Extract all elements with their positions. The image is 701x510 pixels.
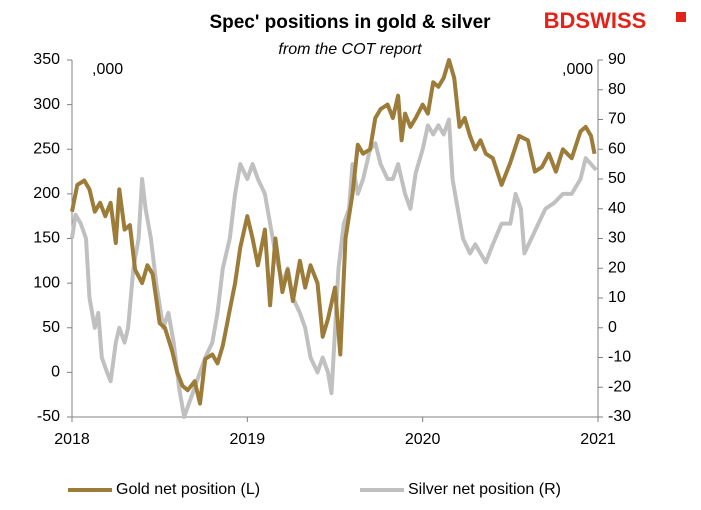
y-tick-label: 0 — [51, 364, 60, 381]
y2-tick-label: 0 — [608, 319, 617, 336]
y2-tick-label: -20 — [608, 378, 631, 395]
y2-tick-label: 20 — [608, 259, 626, 276]
legend-label: Silver net position (R) — [408, 481, 561, 498]
y-tick-label: 50 — [42, 319, 60, 336]
y2-tick-label: 10 — [608, 289, 626, 306]
right-unit: ,000 — [562, 61, 593, 78]
series-line — [70, 117, 598, 419]
x-tick-label: 2018 — [54, 431, 90, 448]
y2-tick-label: -30 — [608, 408, 631, 425]
chart-subtitle: from the COT report — [278, 41, 422, 58]
x-tick-label: 2019 — [230, 431, 266, 448]
x-tick-label: 2021 — [580, 431, 616, 448]
logo-icon — [676, 12, 686, 22]
y2-tick-label: 80 — [608, 81, 626, 98]
y-tick-label: 300 — [33, 96, 60, 113]
left-unit: ,000 — [92, 61, 123, 78]
y-tick-label: 100 — [33, 274, 60, 291]
y2-tick-label: 40 — [608, 200, 626, 217]
y-tick-label: -50 — [37, 408, 60, 425]
y2-tick-label: 90 — [608, 51, 626, 68]
y2-tick-label: 70 — [608, 111, 626, 128]
y-tick-label: 200 — [33, 185, 60, 202]
chart-title: Spec' positions in gold & silver — [209, 12, 491, 33]
y-tick-label: 350 — [33, 51, 60, 68]
logo: BDSWISS — [544, 8, 647, 33]
y2-tick-label: -10 — [608, 349, 631, 366]
x-tick-label: 2020 — [405, 431, 441, 448]
y2-tick-label: 50 — [608, 170, 626, 187]
y-tick-label: 150 — [33, 230, 60, 247]
y-tick-label: 250 — [33, 140, 60, 157]
legend-label: Gold net position (L) — [116, 481, 260, 498]
y2-tick-label: 60 — [608, 140, 626, 157]
series-line — [70, 58, 597, 406]
y2-tick-label: 30 — [608, 230, 626, 247]
